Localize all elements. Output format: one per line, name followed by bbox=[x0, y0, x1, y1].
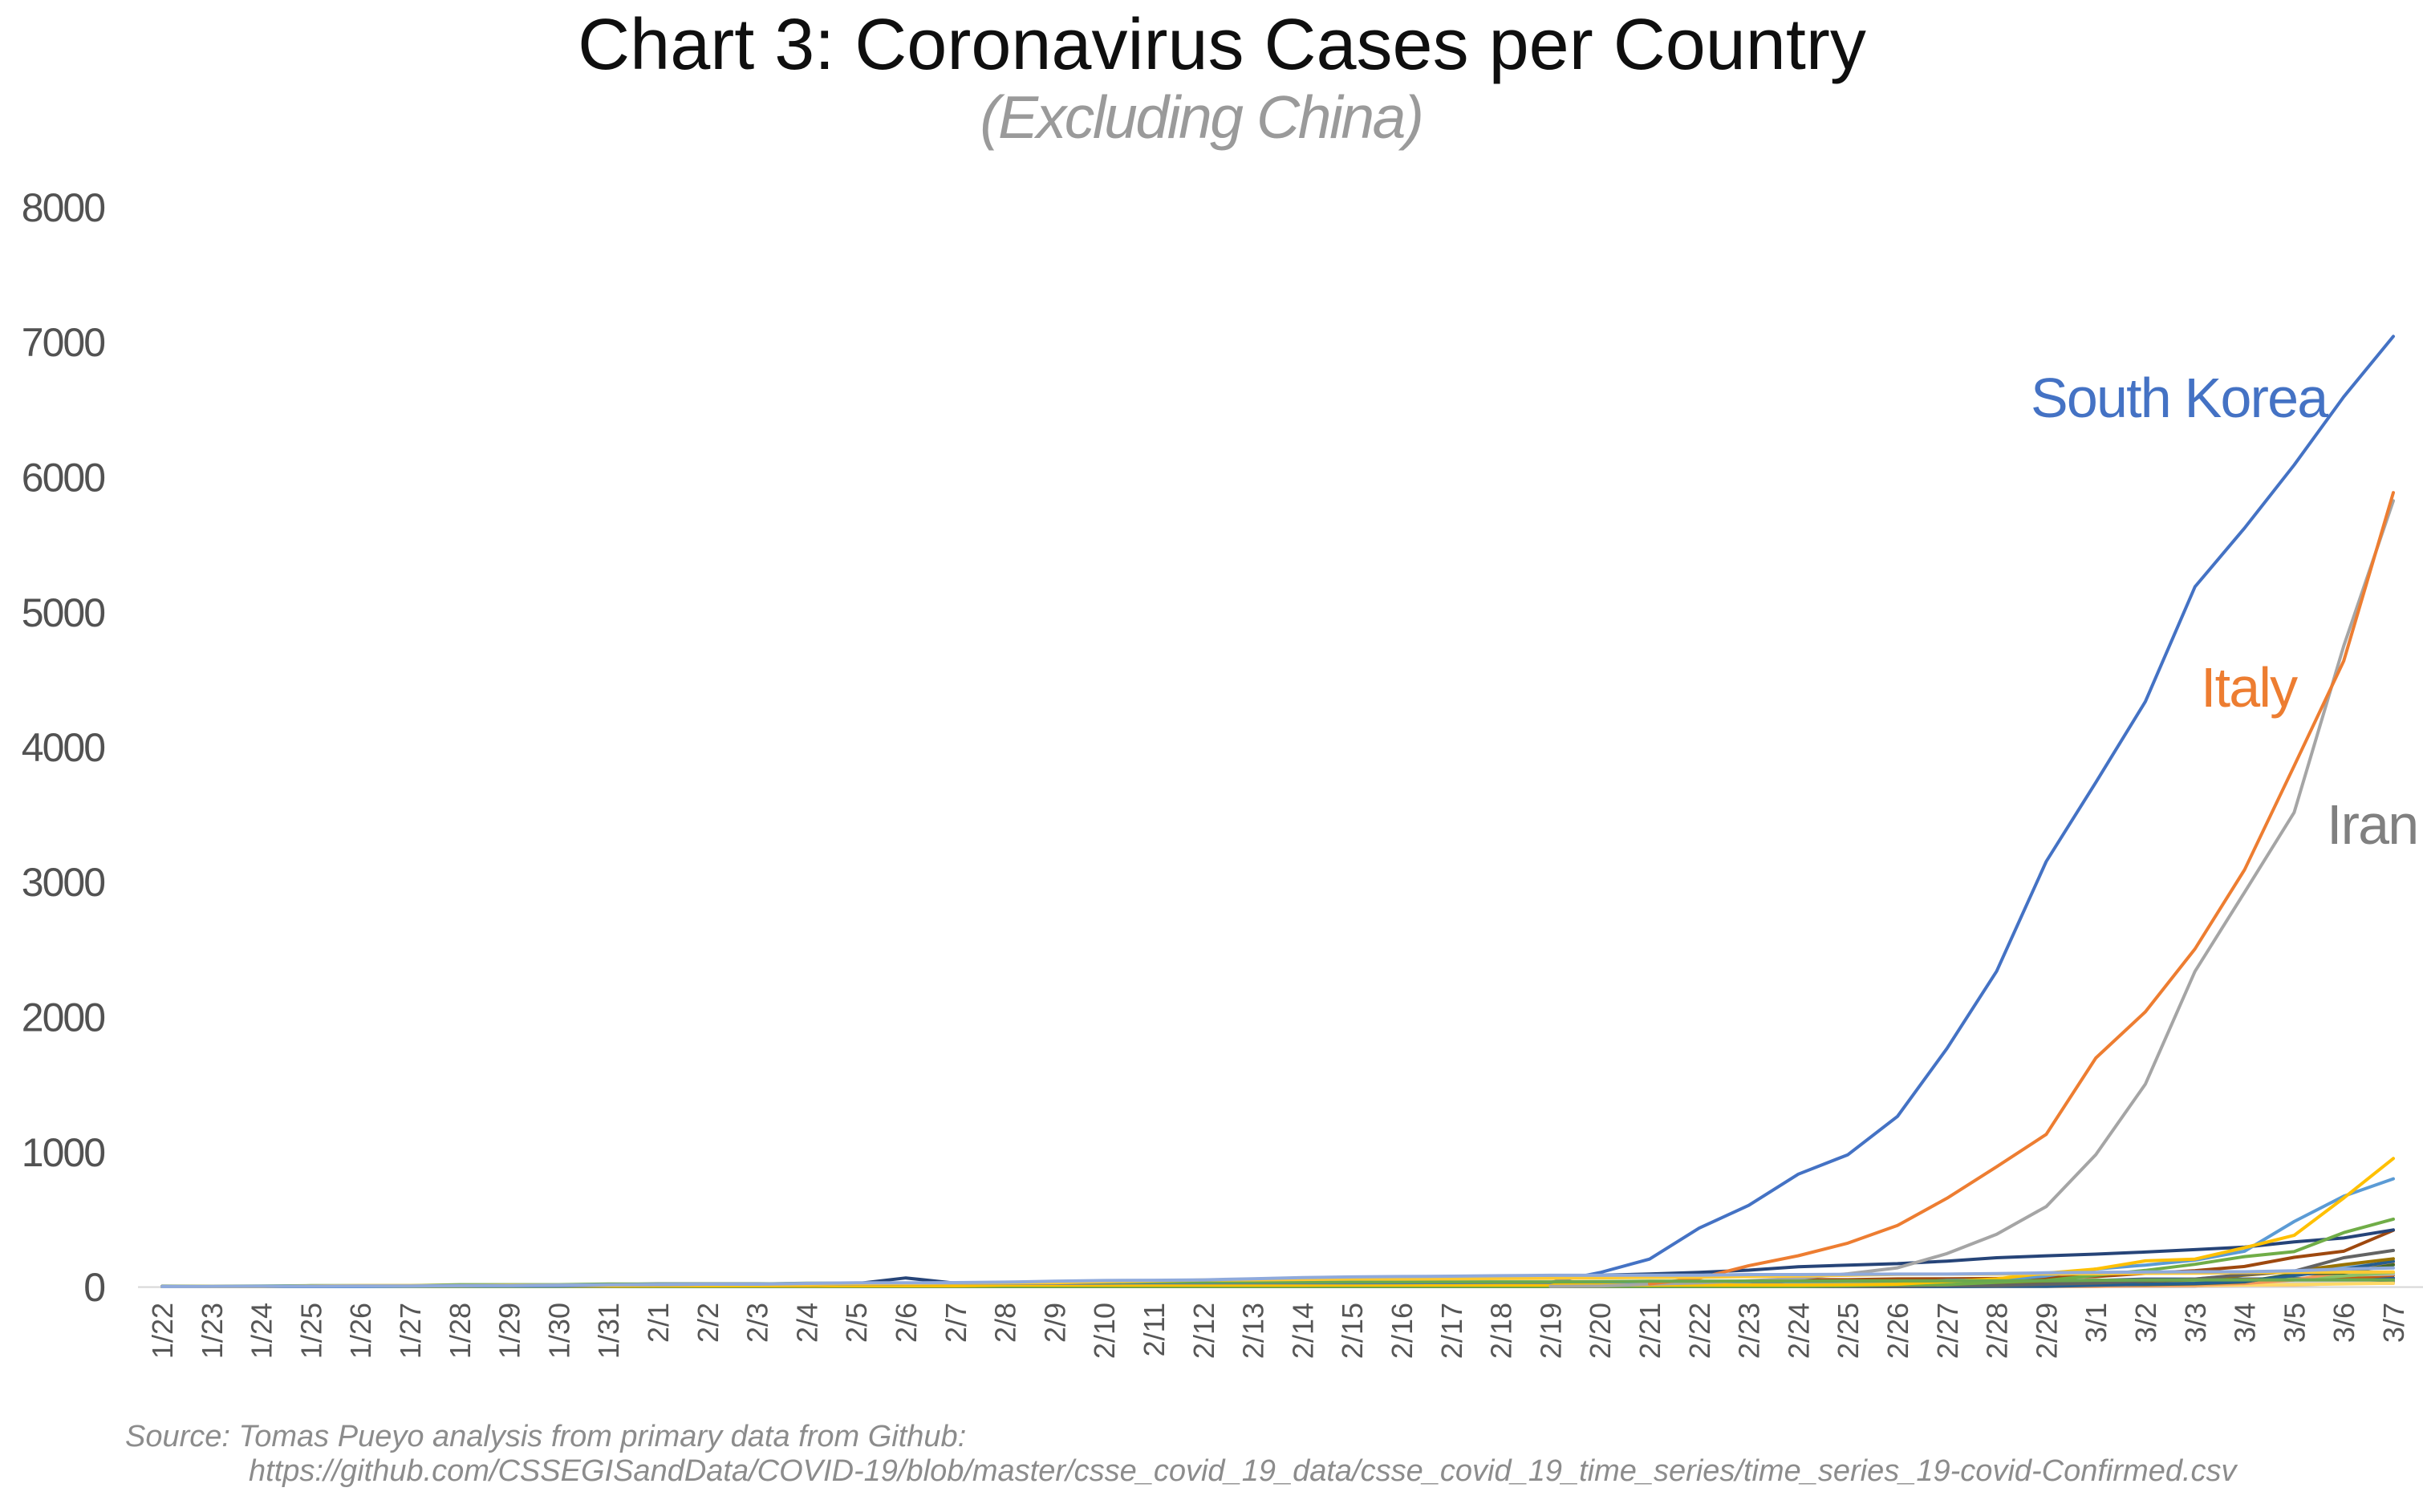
svg-text:1/28: 1/28 bbox=[444, 1303, 477, 1359]
svg-text:1000: 1000 bbox=[22, 1130, 104, 1175]
svg-text:Iran: Iran bbox=[2327, 793, 2417, 856]
svg-text:2/3: 2/3 bbox=[741, 1303, 774, 1343]
svg-text:2/9: 2/9 bbox=[1038, 1303, 1071, 1343]
svg-text:1/29: 1/29 bbox=[493, 1303, 526, 1359]
svg-text:3/5: 3/5 bbox=[2278, 1303, 2311, 1343]
svg-text:2/21: 2/21 bbox=[1634, 1303, 1666, 1359]
svg-text:1/27: 1/27 bbox=[394, 1303, 427, 1359]
svg-text:https://github.com/CSSEGISandD: https://github.com/CSSEGISandData/COVID-… bbox=[249, 1454, 2238, 1488]
svg-text:8000: 8000 bbox=[22, 185, 104, 230]
svg-text:2/17: 2/17 bbox=[1435, 1303, 1468, 1359]
svg-text:3000: 3000 bbox=[22, 860, 104, 905]
svg-text:2/16: 2/16 bbox=[1386, 1303, 1418, 1359]
svg-text:2/24: 2/24 bbox=[1782, 1303, 1815, 1359]
svg-text:6000: 6000 bbox=[22, 456, 104, 501]
svg-text:1/31: 1/31 bbox=[592, 1303, 625, 1359]
svg-text:2/18: 2/18 bbox=[1485, 1303, 1518, 1359]
svg-text:2/29: 2/29 bbox=[2030, 1303, 2063, 1359]
svg-text:2/5: 2/5 bbox=[840, 1303, 873, 1343]
svg-text:2/13: 2/13 bbox=[1237, 1303, 1270, 1359]
svg-text:2/22: 2/22 bbox=[1683, 1303, 1716, 1359]
svg-text:South Korea: South Korea bbox=[2031, 367, 2328, 429]
svg-text:2/15: 2/15 bbox=[1336, 1303, 1369, 1359]
svg-text:2/7: 2/7 bbox=[940, 1303, 972, 1343]
svg-text:3/6: 3/6 bbox=[2328, 1303, 2360, 1343]
svg-text:1/30: 1/30 bbox=[542, 1303, 575, 1359]
svg-text:3/1: 3/1 bbox=[2080, 1303, 2113, 1343]
svg-text:2/2: 2/2 bbox=[692, 1303, 724, 1343]
svg-text:1/26: 1/26 bbox=[344, 1303, 377, 1359]
svg-text:5000: 5000 bbox=[22, 590, 104, 635]
svg-text:3/3: 3/3 bbox=[2179, 1303, 2212, 1343]
svg-text:2/20: 2/20 bbox=[1584, 1303, 1617, 1359]
svg-text:2/14: 2/14 bbox=[1286, 1303, 1319, 1359]
svg-text:3/2: 3/2 bbox=[2129, 1303, 2162, 1343]
svg-text:2/6: 2/6 bbox=[890, 1303, 923, 1343]
svg-text:2/1: 2/1 bbox=[642, 1303, 675, 1343]
svg-text:7000: 7000 bbox=[22, 320, 104, 365]
svg-text:3/7: 3/7 bbox=[2377, 1303, 2410, 1343]
svg-text:2/19: 2/19 bbox=[1534, 1303, 1567, 1359]
svg-text:4000: 4000 bbox=[22, 725, 104, 770]
svg-text:Source: Tomas Pueyo analysis f: Source: Tomas Pueyo analysis from primar… bbox=[125, 1420, 966, 1453]
svg-text:1/25: 1/25 bbox=[294, 1303, 327, 1359]
svg-text:2/25: 2/25 bbox=[1832, 1303, 1865, 1359]
svg-text:2/10: 2/10 bbox=[1088, 1303, 1121, 1359]
svg-text:0: 0 bbox=[83, 1265, 104, 1310]
svg-text:2/4: 2/4 bbox=[790, 1303, 823, 1343]
svg-text:2/12: 2/12 bbox=[1187, 1303, 1220, 1359]
svg-text:2/8: 2/8 bbox=[989, 1303, 1022, 1343]
svg-text:Chart 3: Coronavirus Cases per: Chart 3: Coronavirus Cases per Country bbox=[578, 5, 1866, 85]
svg-text:2/23: 2/23 bbox=[1733, 1303, 1766, 1359]
svg-text:3/4: 3/4 bbox=[2229, 1303, 2262, 1343]
svg-text:Italy: Italy bbox=[2201, 656, 2298, 719]
svg-text:1/22: 1/22 bbox=[146, 1303, 179, 1359]
svg-text:2/28: 2/28 bbox=[1981, 1303, 2014, 1359]
svg-text:1/24: 1/24 bbox=[246, 1303, 278, 1359]
svg-text:(Excluding China): (Excluding China) bbox=[980, 83, 1422, 151]
svg-text:1/23: 1/23 bbox=[196, 1303, 229, 1359]
svg-text:2/27: 2/27 bbox=[1931, 1303, 1964, 1359]
svg-text:2/11: 2/11 bbox=[1138, 1303, 1171, 1356]
svg-text:2000: 2000 bbox=[22, 995, 104, 1040]
svg-text:2/26: 2/26 bbox=[1881, 1303, 1914, 1359]
